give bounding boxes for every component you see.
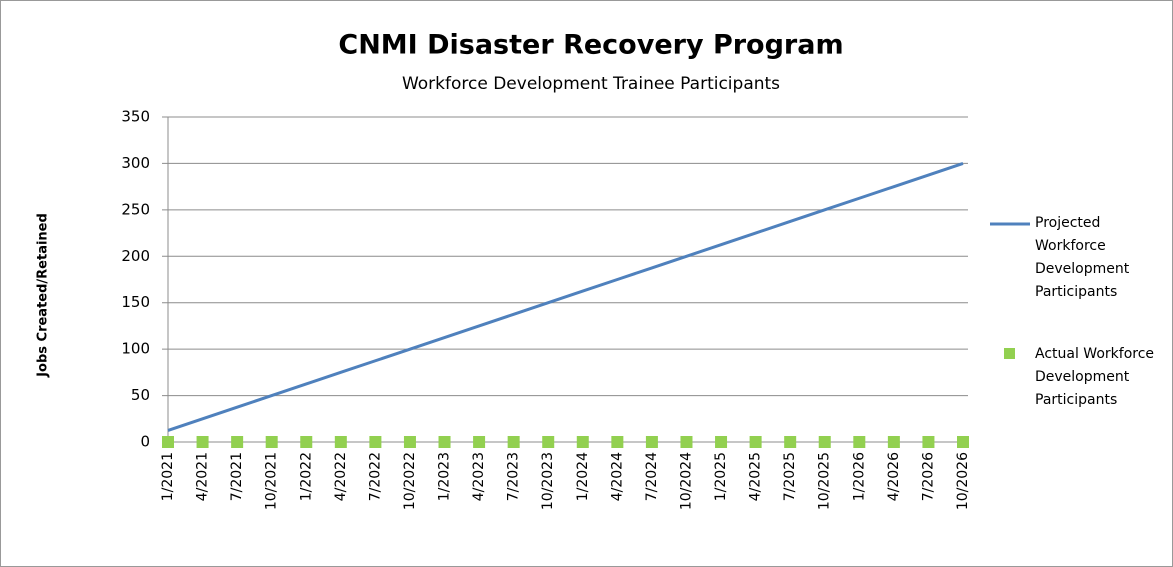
series-line [167,162,964,432]
series-marker [818,436,831,448]
y-tick-label: 150 [121,293,150,311]
x-tick-label: 10/2025 [817,452,833,510]
x-tick-label: 4/2024 [609,452,625,501]
x-tick-label: 7/2021 [229,452,245,501]
series-marker [922,436,935,448]
series-marker [784,436,797,448]
y-tick-label: 300 [121,154,150,172]
series-marker [715,436,728,448]
y-tick-label: 350 [121,108,150,126]
y-tick-label: 0 [140,433,150,451]
x-tick-label: 7/2026 [920,452,936,501]
x-tick-label: 10/2021 [264,452,280,510]
y-tick-label: 250 [121,200,150,218]
series-marker [576,436,589,448]
x-tick-label: 4/2021 [195,452,211,501]
x-tick-label: 4/2023 [471,452,487,501]
series-marker [611,436,624,448]
series-marker [507,436,520,448]
series-marker [265,436,278,448]
series-marker [957,436,969,448]
x-tick-label: 1/2023 [437,452,453,501]
x-tick-label: 10/2026 [955,452,971,510]
series-marker [542,436,555,448]
x-tick-label: 7/2024 [644,452,660,501]
series-marker [162,436,174,448]
series-marker [887,436,900,448]
x-tick-label: 4/2026 [886,452,902,501]
x-tick-label: 10/2023 [540,452,556,510]
x-tick-label: 10/2024 [678,452,694,510]
x-tick-label: 1/2022 [298,452,314,501]
x-tick-label: 10/2022 [402,452,418,510]
y-tick-label: 100 [121,340,150,358]
chart-subtitle: Workforce Development Trainee Participan… [402,74,780,94]
x-tick-label: 1/2026 [851,452,867,501]
series-marker [438,436,451,448]
legend-label: Actual Workforce Development Participant… [1035,346,1155,408]
series-marker [231,436,244,448]
legend-label: Projected Workforce Development Particip… [1035,215,1130,300]
series-marker [403,436,416,448]
series-marker [473,436,486,448]
x-tick-label: 4/2025 [748,452,764,501]
x-tick-label: 7/2023 [506,452,522,501]
series-marker [680,436,693,448]
y-tick-label: 200 [121,247,150,265]
legend-swatch [1004,348,1015,359]
x-tick-label: 1/2021 [160,452,176,501]
y-axis-label: Jobs Created/Retained [36,213,51,378]
chart-title: CNMI Disaster Recovery Program [338,30,843,61]
series-marker [196,436,209,448]
x-tick-label: 1/2025 [713,452,729,501]
series-marker [300,436,313,448]
series-marker [334,436,347,448]
series-marker [749,436,762,448]
x-tick-label: 1/2024 [575,452,591,501]
series-marker [369,436,382,448]
x-tick-label: 7/2022 [367,452,383,501]
series-marker [645,436,658,448]
x-tick-label: 7/2025 [782,452,798,501]
x-tick-label: 4/2022 [333,452,349,501]
y-tick-label: 50 [131,386,150,404]
series-marker [853,436,866,448]
